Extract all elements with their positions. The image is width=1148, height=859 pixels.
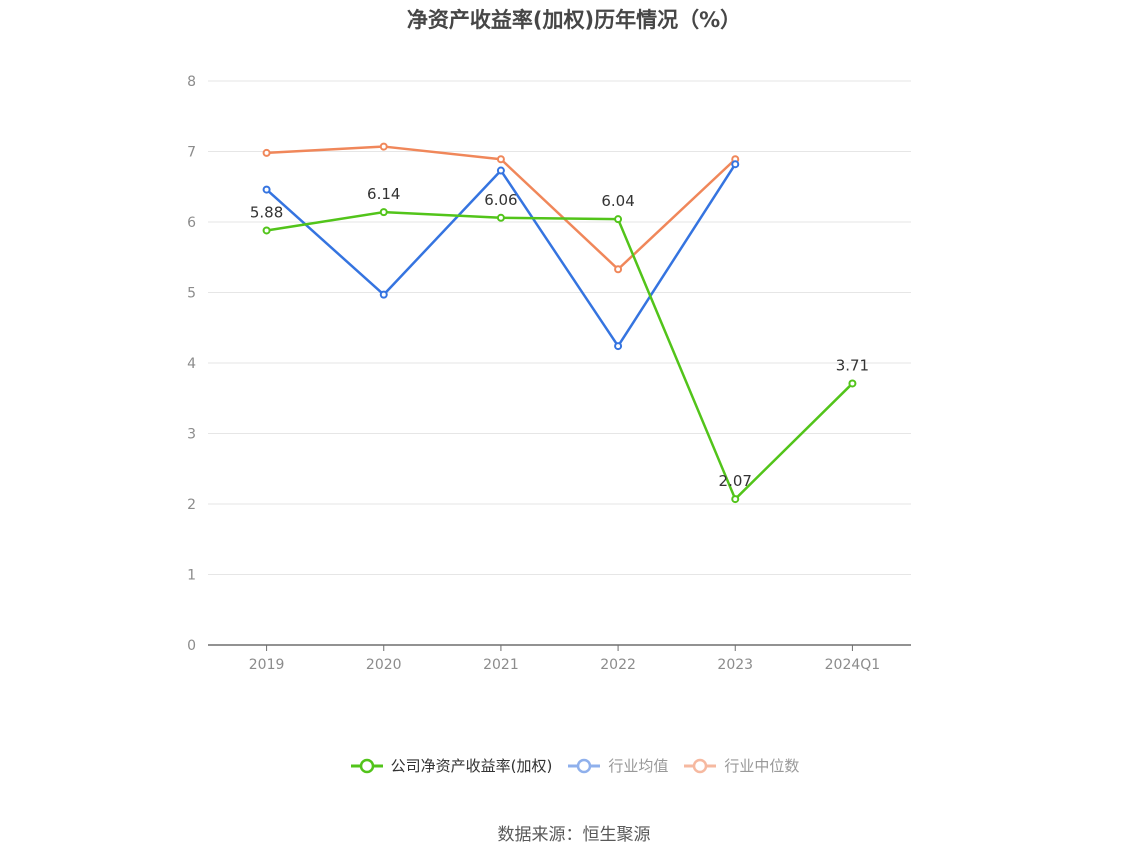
- legend-label: 行业均值: [608, 757, 669, 775]
- data-point: [262, 185, 271, 194]
- data-label: 2.07: [719, 472, 752, 490]
- legend-marker-icon: [350, 758, 383, 773]
- x-tick-label: 2023: [717, 657, 753, 673]
- legend: 公司净资产收益率(加权) 行业均值 行业中位数: [0, 755, 1148, 776]
- legend-marker-icon: [684, 758, 717, 773]
- grid-lines: [208, 80, 911, 575]
- data-point: [614, 215, 623, 224]
- y-tick-label: 0: [187, 638, 196, 654]
- series-lines: [262, 142, 857, 504]
- legend-item-company-roe[interactable]: 公司净资产收益率(加权): [349, 755, 553, 776]
- data-label: 3.71: [836, 356, 869, 374]
- data-point: [614, 265, 623, 274]
- data-point: [379, 142, 388, 151]
- x-tick-label: 2019: [249, 657, 285, 673]
- x-tick-label: 2020: [366, 657, 402, 673]
- legend-label: 公司净资产收益率(加权): [390, 757, 553, 775]
- x-tick-label: 2022: [600, 657, 636, 673]
- y-tick-label: 6: [187, 215, 196, 231]
- data-label: 5.88: [250, 203, 283, 221]
- y-tick-label: 4: [187, 356, 196, 372]
- legend-item-industry-average[interactable]: 行业均值: [566, 755, 668, 776]
- y-tick-label: 7: [187, 145, 196, 161]
- data-source: 数据来源：恒生聚源: [497, 825, 651, 845]
- y-tick-label: 1: [187, 568, 196, 584]
- data-point: [379, 290, 388, 299]
- data-label: 6.04: [601, 192, 634, 210]
- series-line: [266, 210, 854, 501]
- data-point: [262, 226, 271, 235]
- data-label: 6.14: [367, 185, 400, 203]
- x-tick-label: 2024Q1: [825, 657, 881, 673]
- data-point: [262, 148, 271, 157]
- x-tick-label: 2021: [483, 657, 519, 673]
- data-labels: 5.88 6.14 6.06 6.04 2.07 3.71: [250, 185, 869, 490]
- y-tick-label: 5: [187, 286, 196, 302]
- data-point: [731, 160, 740, 169]
- data-point: [731, 495, 740, 504]
- data-point: [379, 208, 388, 217]
- data-point: [848, 379, 857, 388]
- axes: 0 1 2 3 4 5 6 7 8 2019 2020 2021 2022 2023 2024Q1: [187, 74, 911, 673]
- legend-item-industry-median[interactable]: 行业中位数: [682, 755, 799, 776]
- data-label: 6.06: [484, 191, 517, 209]
- legend-marker-icon: [568, 758, 601, 773]
- chart-title: 净资产收益率(加权)历年情况（%）: [406, 8, 742, 32]
- y-tick-label: 8: [187, 74, 196, 90]
- data-point: [614, 342, 623, 351]
- data-point: [496, 166, 505, 175]
- y-tick-label: 3: [187, 427, 196, 443]
- y-tick-label: 2: [187, 497, 196, 513]
- data-point: [496, 213, 505, 222]
- data-point: [496, 155, 505, 164]
- legend-label: 行业中位数: [724, 757, 800, 775]
